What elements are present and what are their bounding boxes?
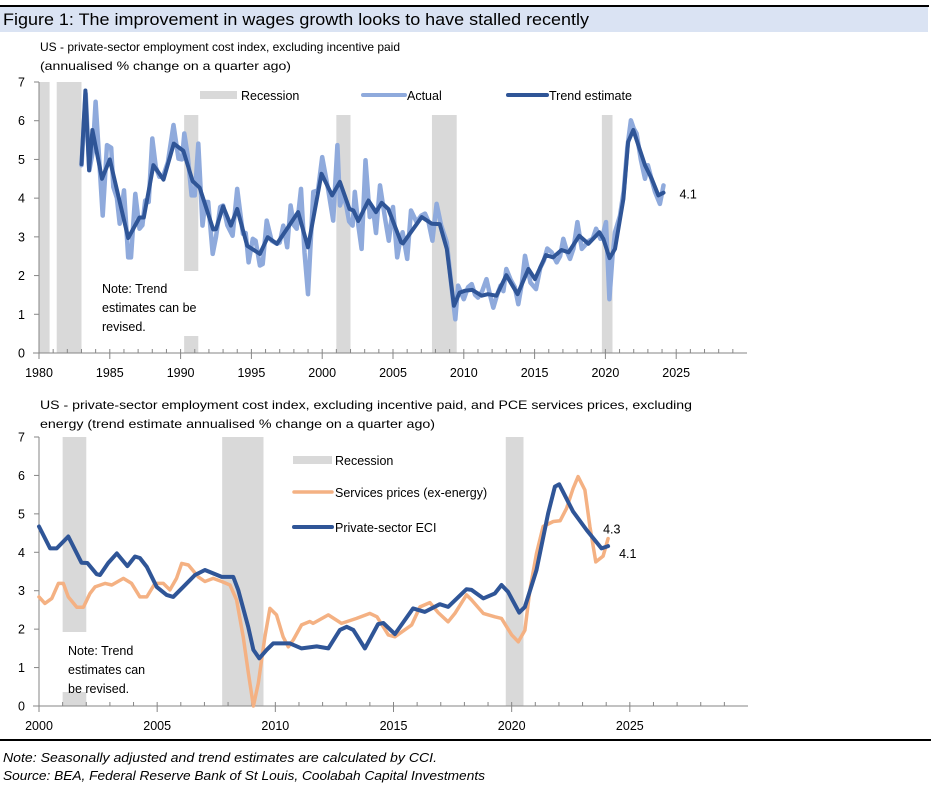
legend-label: Recession [335, 454, 393, 468]
legend-swatch-recession [293, 456, 332, 464]
recession-band [601, 82, 613, 353]
axes: 0 1 2 3 4 5 6 7 2000 2005 2010 2015 2020 2025 [18, 431, 748, 733]
footer-note: Note: Seasonally adjusted and trend esti… [3, 751, 437, 765]
x-tick-label: 2000 [308, 366, 336, 380]
legend-label: Private-sector ECI [335, 521, 436, 535]
y-tick-label: 4 [18, 192, 25, 206]
legend-backdrop [183, 78, 703, 115]
top-rule [0, 5, 929, 7]
recession-band [505, 437, 524, 706]
x-tick-label: 2015 [521, 366, 549, 380]
y-tick-label: 0 [18, 700, 25, 714]
y-tick-label: 0 [18, 347, 25, 361]
x-tick-label: 2000 [25, 719, 53, 733]
legend-item-trend: Trend estimate [506, 89, 632, 103]
x-tick-label: 2010 [261, 719, 289, 733]
y-tick-label: 5 [18, 153, 25, 167]
x-tick-label: 2005 [143, 719, 171, 733]
value-label-services-prices-ex-energy: 4.3 [603, 522, 620, 536]
note-line: be revised. [68, 682, 129, 696]
note-backdrop [62, 632, 172, 692]
y-tick-label: 1 [18, 661, 25, 675]
series-line-private-sector-eci [37, 482, 611, 661]
y-tick-label: 3 [18, 230, 25, 244]
value-label-trend-estimate: 4.1 [679, 188, 696, 202]
legend-item-recession: Recession [293, 454, 393, 468]
legend: Recession Services prices (ex-energy) Pr… [292, 454, 487, 535]
recession-bands [39, 82, 613, 353]
series-lines [37, 474, 611, 708]
legend-item-recession: Recession [200, 89, 299, 103]
x-tick-label: 1985 [96, 366, 124, 380]
legend-label: Trend estimate [549, 89, 632, 103]
recession-band [39, 82, 50, 353]
figure-title: Figure 1: The improvement in wages growt… [3, 11, 590, 29]
legend-item-eci: Private-sector ECI [292, 521, 436, 535]
note-line: estimates can [68, 663, 145, 677]
legend-item-actual: Actual [361, 89, 442, 103]
annotations: 4.3 4.1 [603, 522, 636, 561]
legend-item-services-prices: Services prices (ex-energy) [292, 486, 487, 500]
x-tick-label: 1990 [167, 366, 195, 380]
x-tick-label: 2010 [450, 366, 478, 380]
chart-note: Note: Trend estimates can be revised. [102, 282, 197, 334]
series-line-actual [79, 91, 666, 322]
note-line: revised. [102, 320, 146, 334]
y-tick-label: 7 [18, 76, 25, 90]
x-tick-label: 2015 [380, 719, 408, 733]
recession-band [336, 82, 351, 353]
value-label-private-sector-eci: 4.1 [619, 547, 636, 561]
x-tick-label: 1995 [237, 366, 265, 380]
x-tick-label: 2005 [379, 366, 407, 380]
chart-title-line-1: US - private-sector employment cost inde… [40, 40, 400, 54]
chart-title-line-2: energy (trend estimate annualised % chan… [40, 417, 435, 431]
chart-note: Note: Trend estimates can be revised. [68, 644, 145, 696]
series-line-trend-estimate [79, 88, 666, 308]
x-tick-label: 2025 [616, 719, 644, 733]
note-line: Note: Trend [68, 644, 133, 658]
y-tick-label: 7 [18, 431, 25, 445]
x-tick-label: 1980 [25, 366, 53, 380]
y-tick-label: 6 [18, 114, 25, 128]
figure-header-band [0, 7, 928, 32]
x-tick-label: 2020 [591, 366, 619, 380]
recession-band [222, 437, 264, 706]
y-tick-label: 3 [18, 584, 25, 598]
y-tick-label: 1 [18, 308, 25, 322]
axes: 0 1 2 3 4 5 6 7 1980 1985 1990 1995 2000 2005 2010 2015… [18, 76, 747, 380]
y-tick-label: 5 [18, 507, 25, 521]
chart-wage-growth: US - private-sector employment cost inde… [18, 40, 747, 380]
y-tick-label: 2 [18, 623, 25, 637]
chart-title-line-2: (annualised % change on a quarter ago) [40, 59, 291, 73]
recession-band [56, 82, 82, 353]
series-line-services-prices-ex-energy [37, 474, 610, 708]
legend-label: Recession [241, 89, 299, 103]
legend: Recession Actual Trend estimate [200, 89, 632, 103]
chart-title-line-1: US - private-sector employment cost inde… [40, 398, 692, 412]
legend-swatch-recession [200, 91, 237, 99]
series-lines [79, 88, 666, 322]
footer-rule [0, 739, 931, 741]
x-tick-label: 2025 [662, 366, 690, 380]
y-tick-label: 2 [18, 269, 25, 283]
chart-eci-vs-services: US - private-sector employment cost inde… [18, 398, 748, 733]
annotations: 4.1 [679, 188, 696, 202]
note-backdrop [96, 271, 216, 336]
y-tick-label: 6 [18, 469, 25, 483]
footer-source: Source: BEA, Federal Reserve Bank of St … [3, 769, 485, 783]
y-tick-label: 4 [18, 546, 25, 560]
note-line: Note: Trend [102, 282, 167, 296]
note-line: estimates can be [102, 301, 197, 315]
x-tick-label: 2020 [498, 719, 526, 733]
legend-label: Actual [407, 89, 442, 103]
legend-label: Services prices (ex-energy) [335, 486, 487, 500]
